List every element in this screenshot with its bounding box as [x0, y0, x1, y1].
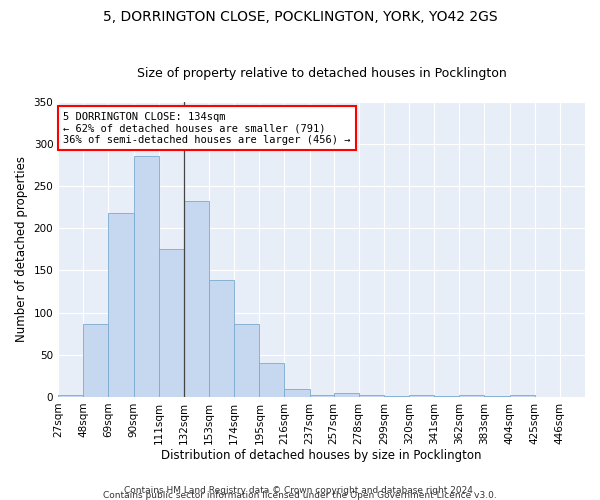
- Text: Contains HM Land Registry data © Crown copyright and database right 2024.: Contains HM Land Registry data © Crown c…: [124, 486, 476, 495]
- Bar: [109, 213, 134, 397]
- Bar: [434, 396, 459, 397]
- Bar: [359, 396, 384, 397]
- Bar: [58, 396, 83, 397]
- Bar: [134, 156, 159, 397]
- Bar: [234, 324, 259, 397]
- Bar: [459, 396, 484, 397]
- Bar: [384, 396, 409, 397]
- Text: Contains public sector information licensed under the Open Government Licence v3: Contains public sector information licen…: [103, 491, 497, 500]
- Bar: [409, 396, 434, 397]
- Bar: [184, 201, 209, 397]
- Bar: [484, 396, 509, 397]
- X-axis label: Distribution of detached houses by size in Pocklington: Distribution of detached houses by size …: [161, 450, 482, 462]
- Bar: [284, 388, 310, 397]
- Bar: [259, 363, 284, 397]
- Bar: [209, 280, 234, 397]
- Y-axis label: Number of detached properties: Number of detached properties: [15, 156, 28, 342]
- Title: Size of property relative to detached houses in Pocklington: Size of property relative to detached ho…: [137, 66, 506, 80]
- Bar: [509, 396, 535, 397]
- Bar: [334, 392, 359, 397]
- Text: 5, DORRINGTON CLOSE, POCKLINGTON, YORK, YO42 2GS: 5, DORRINGTON CLOSE, POCKLINGTON, YORK, …: [103, 10, 497, 24]
- Text: 5 DORRINGTON CLOSE: 134sqm
← 62% of detached houses are smaller (791)
36% of sem: 5 DORRINGTON CLOSE: 134sqm ← 62% of deta…: [63, 112, 350, 145]
- Bar: [83, 324, 109, 397]
- Bar: [159, 249, 184, 397]
- Bar: [310, 396, 335, 397]
